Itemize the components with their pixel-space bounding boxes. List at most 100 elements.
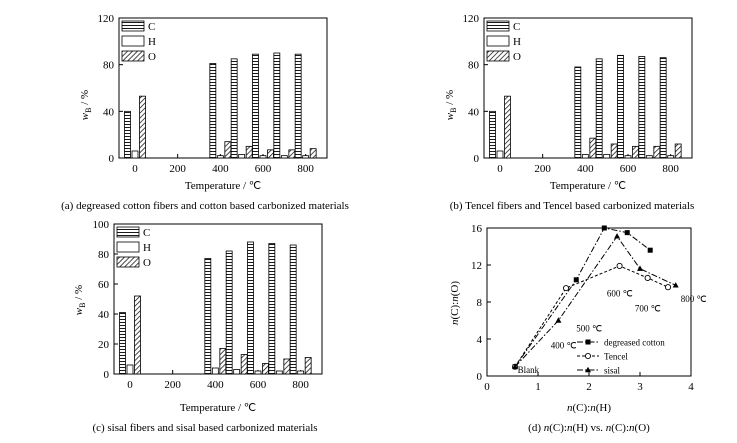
point-degreased-cotton	[573, 277, 579, 283]
bar-O-400	[589, 137, 597, 159]
bar-H-600	[254, 370, 262, 375]
panel-a-bar-chart: 0 40 80 120 0 200 400 600 800 CHO wB / % Temperat…	[61, 13, 349, 212]
legend-swatch-H	[121, 35, 145, 47]
bar-H-0	[131, 150, 139, 159]
y-tick-label: 0	[109, 153, 115, 165]
bar-H-600	[259, 155, 267, 159]
bar-O-500	[610, 143, 618, 159]
bar-H-700	[645, 155, 653, 159]
legend-label-H: H	[513, 36, 521, 48]
legend-label-C: C	[148, 21, 155, 33]
point-sisal	[637, 265, 643, 271]
panel-a-caption: (a) degreased cotton fibers and cotton b…	[61, 200, 349, 212]
legend-swatch-C	[486, 20, 510, 32]
point-Tencel	[644, 274, 651, 282]
bar-H-600	[624, 155, 632, 159]
panel-b-y-axis-label: wB / %	[444, 90, 458, 120]
x-tick-label: 800	[662, 163, 679, 175]
x-tick-label: 0	[132, 163, 138, 175]
x-tick-label: 200	[164, 379, 181, 391]
y-tick-label: 100	[93, 219, 110, 231]
panel-d-caption: (d) n(C):n(H) vs. n(C):n(O)	[528, 422, 650, 434]
point-degreased-cotton	[624, 230, 630, 236]
bar-O-700	[288, 149, 296, 159]
bar-C-800	[289, 244, 297, 375]
annotation-label: 800 ℃	[681, 294, 707, 304]
bar-O-600	[267, 149, 274, 159]
legend-swatch-H	[116, 241, 140, 253]
bar-O-400	[224, 141, 232, 159]
annotation-label: 500 ℃	[576, 324, 602, 334]
panel-c-y-axis-label: wB / %	[73, 285, 87, 315]
legend-label-H: H	[143, 242, 151, 254]
annotation-label: Blank	[518, 365, 540, 375]
bar-H-800	[297, 370, 305, 375]
legend-swatch-O	[121, 50, 145, 62]
y-tick-label: 80	[103, 60, 115, 72]
legend-label: degreased cotton	[604, 338, 665, 348]
bar-C-600	[247, 241, 254, 375]
bar-C-0	[124, 110, 131, 159]
y-tick-label: 16	[471, 223, 483, 235]
x-tick-label: 600	[620, 163, 637, 175]
bar-O-400	[219, 348, 227, 375]
y-tick-label: 0	[104, 369, 110, 381]
x-tick-label: 400	[577, 163, 594, 175]
legend-marker	[585, 339, 591, 345]
point-sisal	[555, 317, 562, 323]
bar-C-600	[617, 54, 624, 159]
bar-H-0	[126, 364, 134, 375]
panel-b-x-axis-label: Temperature / ℃	[550, 180, 626, 192]
legend-swatch-C	[116, 226, 140, 238]
annotation-label: 400 ℃	[551, 340, 577, 350]
panel-c-x-axis-label: Temperature / ℃	[180, 402, 256, 414]
bar-O-0	[134, 295, 141, 375]
legend-label-C: C	[143, 227, 150, 239]
point-Tencel	[616, 262, 623, 269]
x-tick-label: 0	[497, 163, 503, 175]
series-line-Tencel	[514, 265, 669, 368]
bar-C-0	[119, 312, 126, 375]
panel-a-y-axis-label: wB / %	[79, 90, 93, 120]
bar-O-600	[632, 145, 639, 159]
bar-O-700	[653, 145, 661, 159]
bar-C-600	[252, 53, 259, 159]
legend-marker	[584, 352, 592, 360]
x-tick-label: 2	[586, 381, 592, 393]
y-tick-label: 4	[477, 334, 483, 346]
y-tick-label: 0	[474, 153, 480, 165]
x-tick-label: 800	[297, 163, 314, 175]
panel-d-x-axis-label: n(C):n(H)	[567, 402, 611, 414]
legend-label-C: C	[513, 21, 520, 33]
legend-label: Tencel	[604, 352, 628, 362]
legend-swatch-C	[121, 20, 145, 32]
x-tick-label: 0	[484, 381, 490, 393]
bar-C-700	[268, 243, 276, 375]
legend-label: sisal	[604, 366, 621, 376]
legend-swatch-O	[116, 256, 140, 268]
y-tick-label: 80	[468, 60, 480, 72]
bar-O-500	[245, 145, 253, 159]
y-tick-label: 12	[471, 260, 482, 272]
bar-H-400	[211, 367, 219, 375]
point-sisal	[672, 282, 679, 288]
bar-C-500	[225, 250, 233, 375]
point-sisal	[614, 233, 621, 239]
bar-H-500	[238, 154, 246, 159]
bar-O-600	[262, 363, 269, 375]
bar-C-400	[574, 66, 582, 159]
bar-H-500	[603, 154, 611, 159]
panel-d-y-axis-label: n(C):n(O)	[449, 281, 461, 325]
annotation-label: 600 ℃	[607, 288, 633, 298]
y-tick-label: 40	[468, 106, 480, 118]
legend-label-O: O	[148, 51, 156, 63]
y-tick-label: 120	[98, 13, 115, 25]
x-tick-label: 400	[212, 163, 229, 175]
x-tick-label: 1	[535, 381, 541, 393]
legend-marker	[585, 366, 591, 373]
bar-H-800	[302, 155, 310, 159]
bar-O-800	[309, 148, 317, 159]
annotation-label: 700 ℃	[635, 303, 661, 313]
